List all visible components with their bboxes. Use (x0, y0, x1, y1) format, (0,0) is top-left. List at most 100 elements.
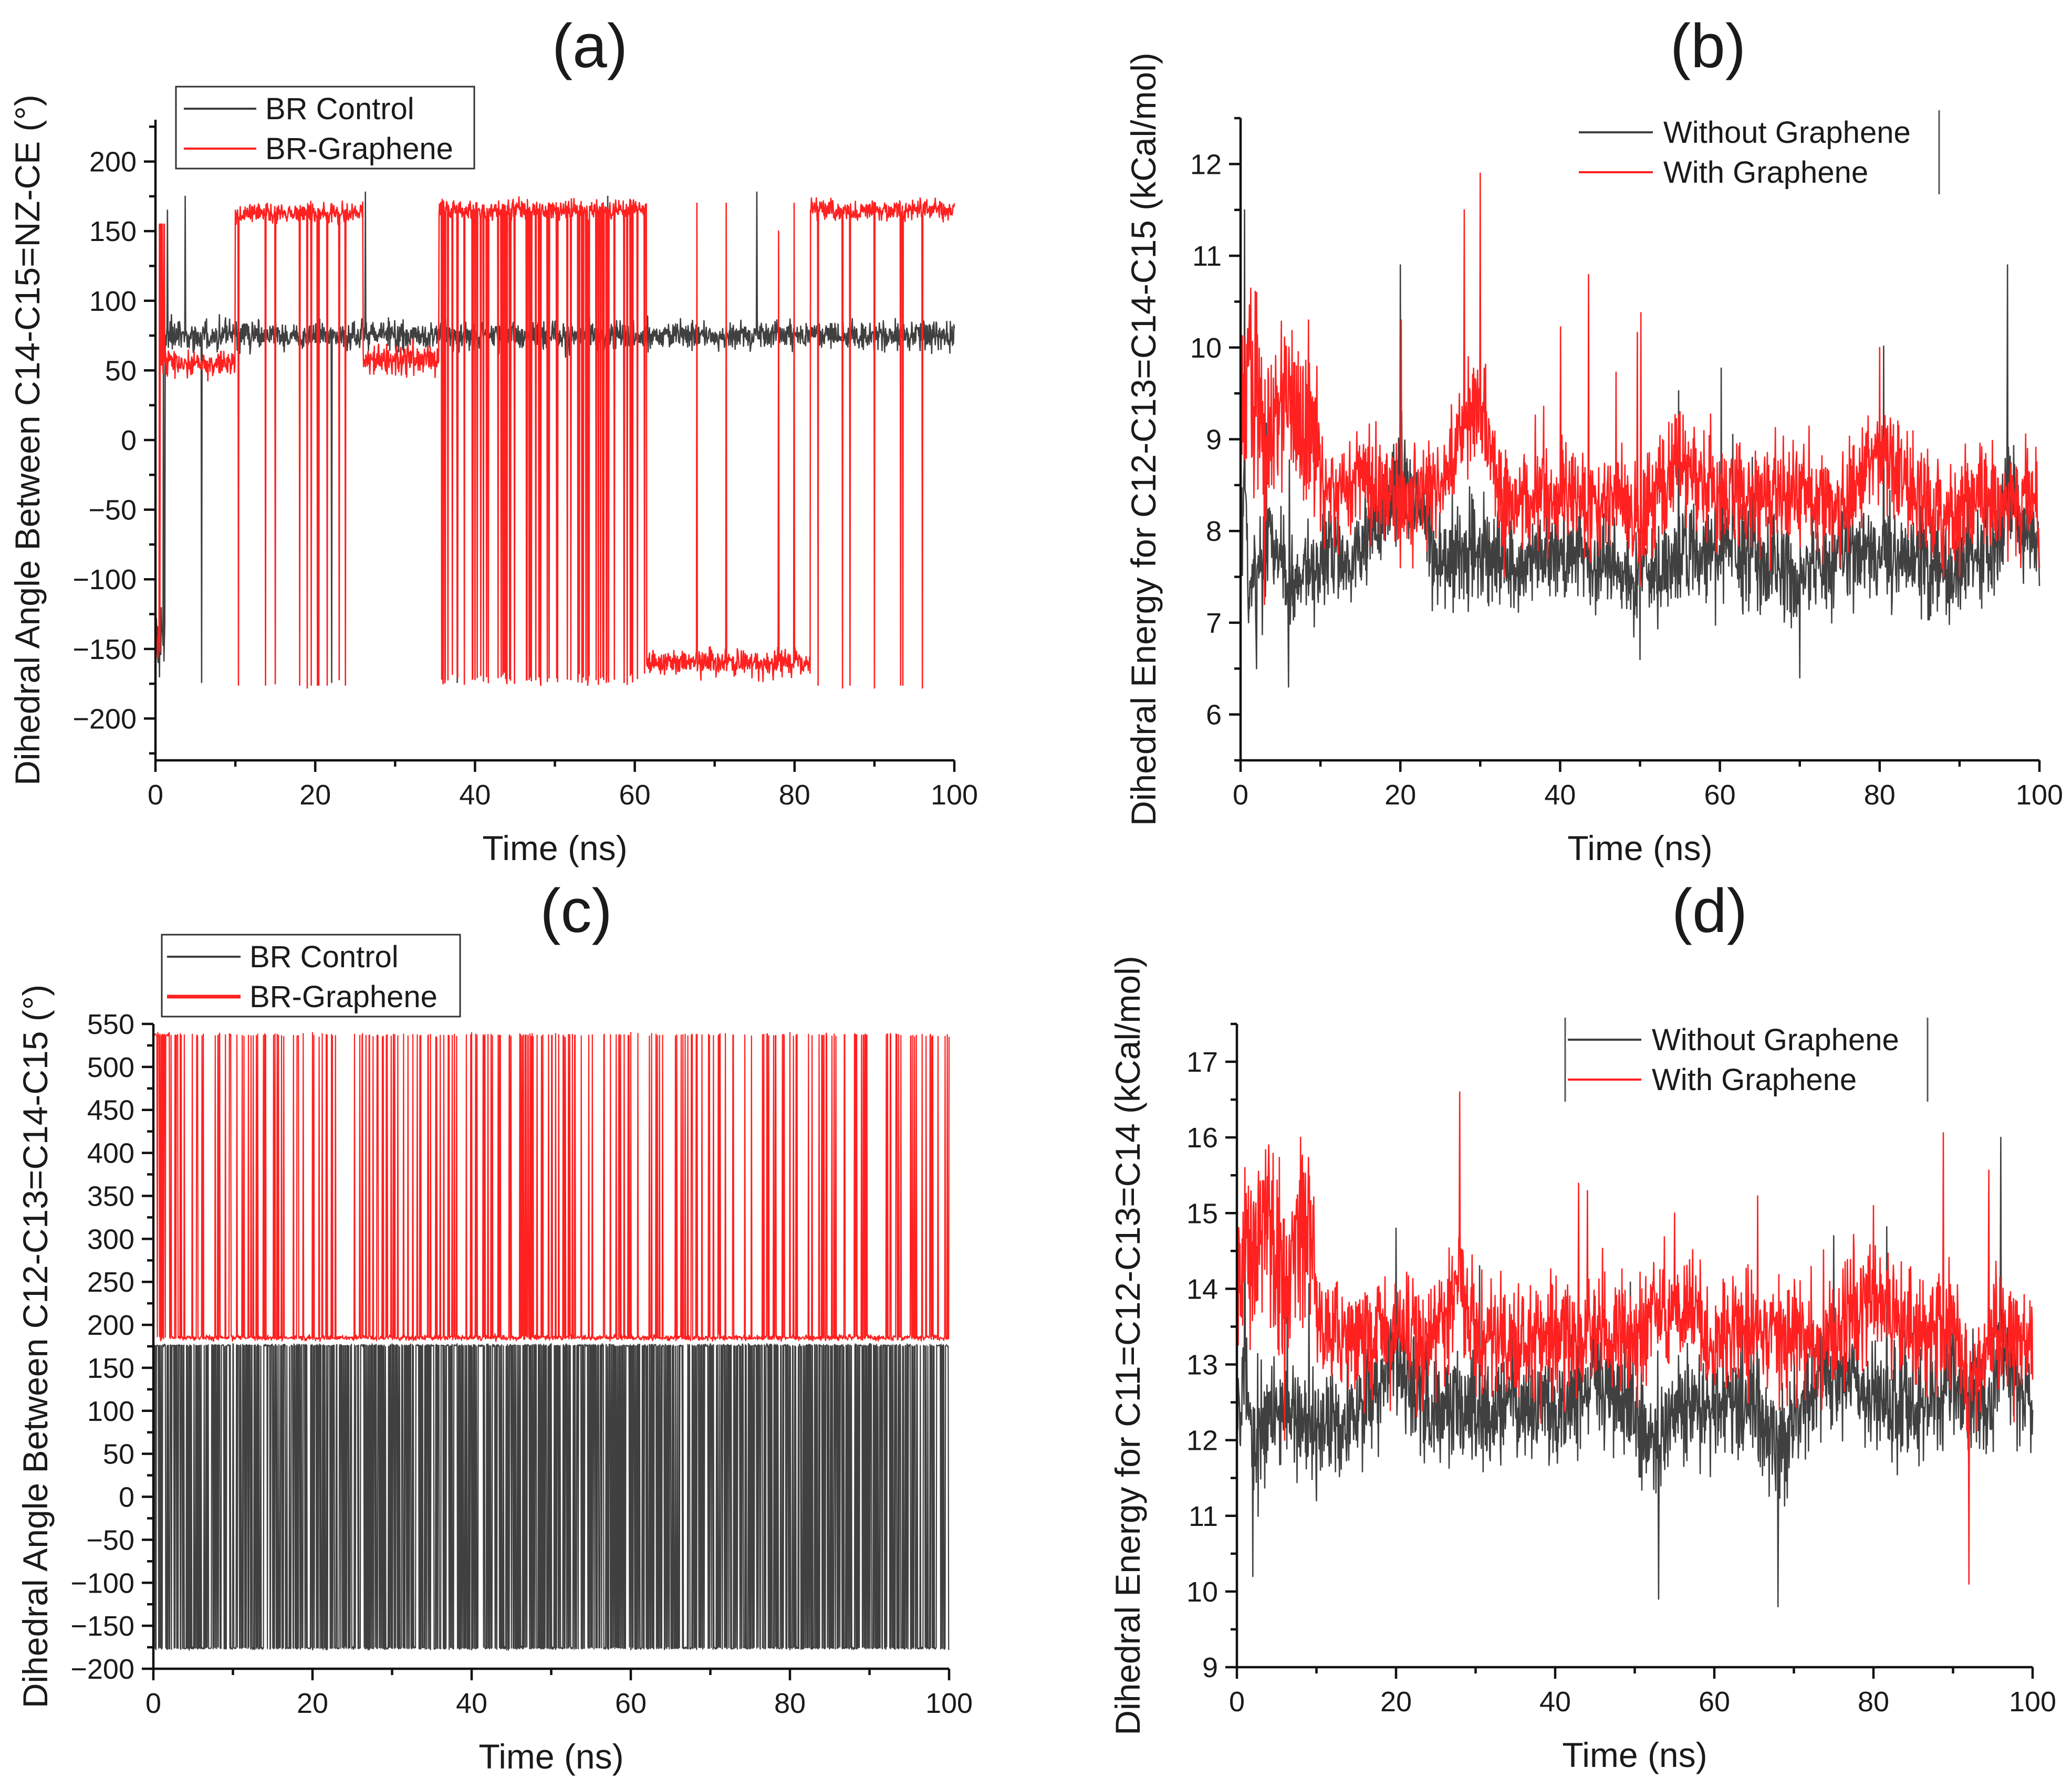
panel-b: (b) 0 20 40 60 80 100 6 7 8 9 10 11 12 Time (ns) Dihedr… (1124, 12, 2063, 867)
x-axis-title: Time (ns) (1562, 1735, 1707, 1774)
y-tick-label: 550 (87, 1009, 134, 1040)
panel-label: (b) (1670, 12, 1746, 81)
x-tick-label: 60 (1699, 1686, 1730, 1718)
y-tick-label: −200 (72, 703, 137, 735)
y-tick-label: 14 (1186, 1273, 1218, 1305)
y-tick-label: 50 (105, 355, 137, 386)
y-tick-label: 11 (1192, 240, 1222, 272)
y-tick-label: −200 (70, 1654, 134, 1685)
legend-label: BR Control (249, 940, 399, 974)
x-tick-label: 80 (1858, 1686, 1889, 1718)
y-axis-title: Dihedral Energy for C12-C13=C14-C15 (kCa… (1124, 53, 1163, 826)
legend-label: BR-Graphene (249, 980, 438, 1014)
legend: Without Graphene With Graphene (1579, 110, 1940, 194)
y-tick-label: 450 (87, 1095, 134, 1126)
legend-label: With Graphene (1663, 155, 1868, 190)
y-tick-label: 12 (1190, 149, 1222, 180)
legend-frame (175, 86, 475, 170)
y-tick-label: −100 (72, 564, 137, 595)
legend: Without Graphene With Graphene (1564, 1018, 1929, 1102)
y-tick-label: 250 (87, 1267, 134, 1298)
y-tick-label: 300 (87, 1223, 134, 1255)
x-tick-label: 40 (1539, 1686, 1571, 1718)
x-tick-label: 80 (779, 779, 810, 811)
x-tick-label: 20 (299, 779, 331, 811)
legend-label: BR Control (265, 92, 414, 126)
y-tick-label: 400 (87, 1138, 134, 1169)
y-tick-label: 100 (89, 286, 137, 317)
legend: BR Control BR-Graphene (161, 934, 461, 1018)
y-tick-label: −150 (70, 1610, 134, 1642)
series-line-br-control (155, 191, 955, 683)
series-line-with-graphene (1241, 172, 2040, 605)
x-tick-label: 20 (297, 1688, 328, 1719)
series-line-br-graphene (153, 1032, 950, 1342)
y-tick-label: 6 (1206, 699, 1222, 731)
panel-label: (c) (540, 876, 612, 946)
x-tick-label: 0 (1229, 1686, 1245, 1718)
x-axis-title: Time (ns) (482, 829, 627, 867)
x-axis-title: Time (ns) (1567, 829, 1712, 867)
y-axis-title: Dihedral Angle Between C14-C15=NZ-CE (°) (8, 95, 47, 786)
legend-frame (161, 934, 461, 1018)
series-line-br-control (153, 1343, 950, 1651)
panel-label: (d) (1672, 876, 1747, 946)
series-line-with-graphene (1237, 1091, 2034, 1585)
y-tick-label: 12 (1186, 1425, 1218, 1457)
panel-label: (a) (552, 12, 628, 81)
x-tick-label: 60 (619, 779, 651, 811)
x-tick-label: 0 (145, 1688, 161, 1719)
x-axis-title: Time (ns) (478, 1737, 623, 1776)
y-tick-label: 17 (1186, 1047, 1218, 1078)
y-tick-label: 13 (1186, 1349, 1218, 1381)
y-tick-label: 350 (87, 1180, 134, 1212)
y-tick-label: 9 (1202, 1652, 1218, 1683)
x-tick-label: 80 (1864, 779, 1896, 811)
y-tick-label: 10 (1186, 1576, 1218, 1608)
x-tick-label: 0 (148, 779, 163, 811)
x-tick-label: 40 (456, 1688, 487, 1719)
y-tick-label: 15 (1186, 1198, 1218, 1229)
y-tick-label: −100 (70, 1567, 134, 1599)
panel-a: (a) 0 20 40 60 80 100 −200 −150 −100 −50 0 50 100 150 2… (8, 12, 978, 867)
y-tick-label: 100 (87, 1396, 134, 1427)
legend-label: BR-Graphene (265, 132, 453, 166)
x-tick-label: 40 (1544, 779, 1576, 811)
y-tick-label: 0 (119, 1482, 134, 1513)
y-tick-label: −50 (88, 495, 137, 526)
x-tick-label: 100 (2016, 779, 2063, 811)
y-tick-label: −150 (72, 634, 137, 665)
x-tick-label: 60 (1704, 779, 1736, 811)
legend: BR Control BR-Graphene (175, 86, 475, 170)
y-tick-label: 10 (1190, 332, 1222, 364)
x-tick-label: 60 (615, 1688, 647, 1719)
y-tick-label: 16 (1186, 1122, 1218, 1154)
y-tick-label: 9 (1206, 424, 1222, 456)
y-tick-label: 8 (1206, 516, 1222, 547)
x-tick-label: 80 (774, 1688, 806, 1719)
y-tick-label: 200 (89, 147, 137, 178)
x-tick-label: 20 (1384, 779, 1416, 811)
y-tick-label: 200 (87, 1310, 134, 1341)
x-tick-label: 20 (1380, 1686, 1412, 1718)
y-tick-label: 150 (89, 216, 137, 247)
y-tick-label: 11 (1189, 1501, 1218, 1532)
panel-d: (d) 0 20 40 60 80 100 9 10 11 12 13 14 15 16 17 Time (ns… (1108, 876, 2056, 1774)
x-tick-label: 0 (1233, 779, 1248, 811)
y-axis-title: Dihedral Angle Between C12-C13=C14-C15 (… (16, 985, 55, 1708)
y-tick-label: 7 (1206, 608, 1222, 639)
y-tick-label: 500 (87, 1052, 134, 1083)
y-axis-title: Dihedral Energy for C11=C12-C13=C14 (kCa… (1108, 956, 1147, 1735)
legend-label: With Graphene (1652, 1063, 1857, 1097)
x-tick-label: 40 (459, 779, 491, 811)
legend-label: Without Graphene (1663, 116, 1911, 150)
legend-label: Without Graphene (1652, 1023, 1899, 1057)
x-tick-label: 100 (931, 779, 978, 811)
y-tick-label: 150 (87, 1353, 134, 1384)
panel-c: (c) 0 20 40 60 80 100 −200 −150 −100 −50 0 50 100 150 2… (16, 876, 973, 1776)
y-tick-label: 0 (121, 425, 137, 456)
y-tick-label: 50 (103, 1439, 134, 1470)
x-tick-label: 100 (2009, 1686, 2056, 1718)
series-line-br-graphene (155, 196, 955, 689)
